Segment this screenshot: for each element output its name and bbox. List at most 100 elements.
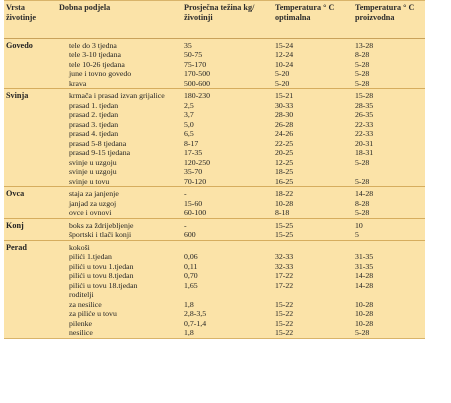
optimal-temp-cell: 30-33 [275, 100, 294, 110]
weight-cell: 6,5 [184, 129, 194, 138]
production-temp-cell: 18-31 [355, 148, 374, 157]
optimal-temp-cell: 28-30 [275, 110, 294, 119]
optimal-temp-cell: 32-33 [275, 261, 294, 271]
optimal-temp-cell: 5-20 [275, 78, 290, 88]
optimal-temp-cell: 26-28 [275, 119, 294, 129]
species-cell: Ovca [4, 186, 57, 199]
table-row: pilići u tovu 1.tjedan 0,11 32-33 31-35 [4, 262, 425, 272]
production-temp-cell: 5 [355, 230, 359, 239]
table-row: tele 3-10 tjedana 50-75 12-24 8-28 [4, 50, 425, 60]
weight-cell: 0,11 [184, 261, 198, 271]
age-group-cell: pilenke [69, 318, 92, 328]
optimal-temp-cell: 18-22 [273, 186, 353, 199]
table-row: prasad 2. tjedan 3,7 28-30 26-35 [4, 110, 425, 120]
species-cell [4, 110, 57, 120]
optimal-temp-cell: 8-18 [275, 208, 290, 217]
species-cell [4, 290, 57, 300]
optimal-temp-cell [273, 290, 353, 300]
table-row: Perad kokoši [4, 239, 425, 252]
table-row: june i tovno govedo 170-500 5-20 5-28 [4, 69, 425, 79]
table-row: Ovca staja za janjenje -18-22 14-28 [4, 186, 425, 199]
age-group-cell: prasad 1. tjedan [69, 100, 119, 110]
table-row: roditelji [4, 290, 425, 300]
production-temp-cell: 26-35 [355, 110, 374, 119]
table-row: prasad 3. tjedan 5,0 26-28 22-33 [4, 120, 425, 130]
production-temp-cell: 13-28 [353, 37, 425, 50]
header-production-temp: Temperatura ° C proizvodna [353, 1, 425, 39]
production-temp-cell: 14-28 [355, 280, 374, 290]
species-cell [4, 177, 57, 187]
table-row: ovce i ovnovi 60-100 8-18 5-28 [4, 208, 425, 218]
species-cell [4, 319, 57, 329]
temperature-table-container: Vrsta životinje Dobna podjela Prosječna … [4, 0, 425, 339]
species-cell: Konj [4, 217, 57, 230]
production-temp-cell: 15-28 [353, 88, 425, 101]
table-row: za piliće u tovu 2,8-3,5 15-22 10-28 [4, 309, 425, 319]
weight-cell: 75-170 [184, 59, 207, 69]
species-cell [4, 120, 57, 130]
optimal-temp-cell [273, 239, 353, 252]
production-temp-cell: 22-33 [355, 119, 374, 129]
optimal-temp-cell: 17-22 [275, 280, 294, 290]
species-cell [4, 60, 57, 70]
age-group-cell: svinje u uzgoju [69, 157, 117, 167]
weight-cell: 50-75 [184, 50, 203, 59]
production-temp-cell: 22-33 [355, 129, 374, 138]
species-cell [4, 129, 57, 139]
optimal-temp-cell: 15-22 [275, 328, 294, 337]
weight-cell: - [182, 186, 273, 199]
optimal-temp-cell: 15-21 [273, 88, 353, 101]
weight-cell: 17-35 [184, 148, 203, 157]
production-temp-cell: 5-28 [355, 59, 370, 69]
header-avg-weight: Prosječna težina kg/životinji [182, 1, 273, 39]
header-age-group: Dobna podjela [57, 1, 182, 39]
weight-cell: - [182, 217, 273, 230]
table-row: prasad 1. tjedan 2,5 30-33 28-35 [4, 101, 425, 111]
weight-cell: 35-70 [184, 167, 203, 176]
table-row: pilenke 0,7-1,4 15-22 10-28 [4, 319, 425, 329]
age-group-cell: za nesilice [69, 299, 102, 309]
table-row: Konj boks za ždrijebljenje -15-25 10 [4, 217, 425, 230]
age-group-cell: janjad za uzgoj [69, 198, 117, 208]
species-cell: Perad [4, 239, 57, 252]
age-group-cell: june i tovno govedo [69, 69, 132, 78]
species-cell [4, 309, 57, 319]
optimal-temp-cell: 15-22 [275, 309, 294, 318]
table-row: janjad za uzgoj 15-60 10-28 8-28 [4, 199, 425, 209]
weight-cell: 1,8 [184, 299, 194, 309]
header-species: Vrsta životinje [4, 1, 57, 39]
table-row: krava 500-600 5-20 5-28 [4, 79, 425, 89]
optimal-temp-cell: 15-22 [275, 318, 294, 328]
table-row: pilići u tovu 8.tjedan 0,70 17-22 14-28 [4, 271, 425, 281]
species-cell [4, 271, 57, 281]
optimal-temp-cell: 15-22 [275, 299, 294, 309]
table-header: Vrsta životinje Dobna podjela Prosječna … [4, 1, 425, 39]
production-temp-cell: 14-28 [353, 186, 425, 199]
species-cell: Govedo [4, 37, 57, 50]
species-cell [4, 139, 57, 149]
header-optimal-temp: Temperatura ° C optimalna [273, 1, 353, 39]
age-group-cell: tele do 3 tjedna [57, 37, 182, 50]
temperature-table: Vrsta životinje Dobna podjela Prosječna … [4, 1, 425, 338]
species-cell [4, 300, 57, 310]
age-group-cell: pilići u tovu 1.tjedan [69, 261, 134, 271]
species-cell [4, 79, 57, 89]
production-temp-cell: 10-28 [355, 299, 374, 309]
production-temp-cell [353, 167, 425, 177]
species-cell [4, 167, 57, 177]
species-cell [4, 199, 57, 209]
age-group-cell: tele 3-10 tjedana [69, 50, 121, 59]
species-cell [4, 230, 57, 240]
species-cell [4, 50, 57, 60]
production-temp-cell: 10 [353, 217, 425, 230]
age-group-cell: kokoši [57, 239, 182, 252]
age-group-cell: boks za ždrijebljenje [57, 217, 182, 230]
species-cell [4, 328, 57, 338]
weight-cell: 2,8-3,5 [184, 309, 207, 318]
weight-cell: 70-120 [184, 176, 207, 186]
species-cell: Svinja [4, 88, 57, 101]
table-body: Govedo tele do 3 tjedna 35 15-24 13-28 tele 3… [4, 37, 425, 338]
age-group-cell: svinje u uzgoju [69, 167, 117, 176]
optimal-temp-cell: 12-24 [275, 50, 294, 59]
production-temp-cell: 31-35 [355, 261, 374, 271]
